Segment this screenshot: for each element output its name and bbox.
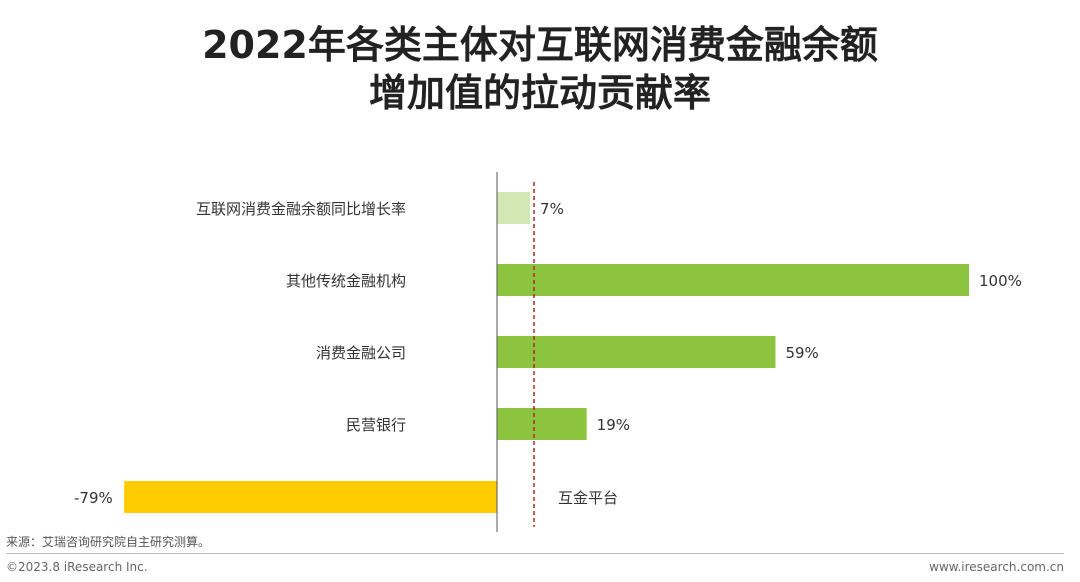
value-label-0: 7%: [540, 200, 564, 218]
category-label-0: 互联网消费金融余额同比增长率: [196, 200, 406, 218]
source-note: 来源：艾瑞咨询研究院自主研究测算。: [6, 535, 211, 549]
category-label-2: 消费金融公司: [316, 344, 406, 362]
bar-2: [497, 336, 776, 368]
website-link[interactable]: www.iresearch.com.cn: [929, 560, 1064, 574]
bar-4: [124, 481, 498, 513]
bar-0: [497, 192, 531, 224]
chart-title-line2: 增加值的拉动贡献率: [368, 71, 711, 115]
bar-3: [497, 408, 587, 440]
footer-divider: [6, 553, 1064, 554]
copyright: ©2023.8 iResearch Inc.: [6, 560, 148, 574]
value-label-1: 100%: [979, 272, 1022, 290]
value-label-4: -79%: [74, 489, 113, 507]
value-label-3: 19%: [597, 416, 630, 434]
value-label-2: 59%: [785, 344, 818, 362]
chart-title-line1: 2022年各类主体对互联网消费金融余额: [202, 23, 878, 67]
bar-1: [497, 264, 969, 296]
category-label-1: 其他传统金融机构: [286, 272, 406, 290]
category-label-4: 互金平台: [558, 489, 618, 507]
category-label-3: 民营银行: [346, 416, 406, 434]
